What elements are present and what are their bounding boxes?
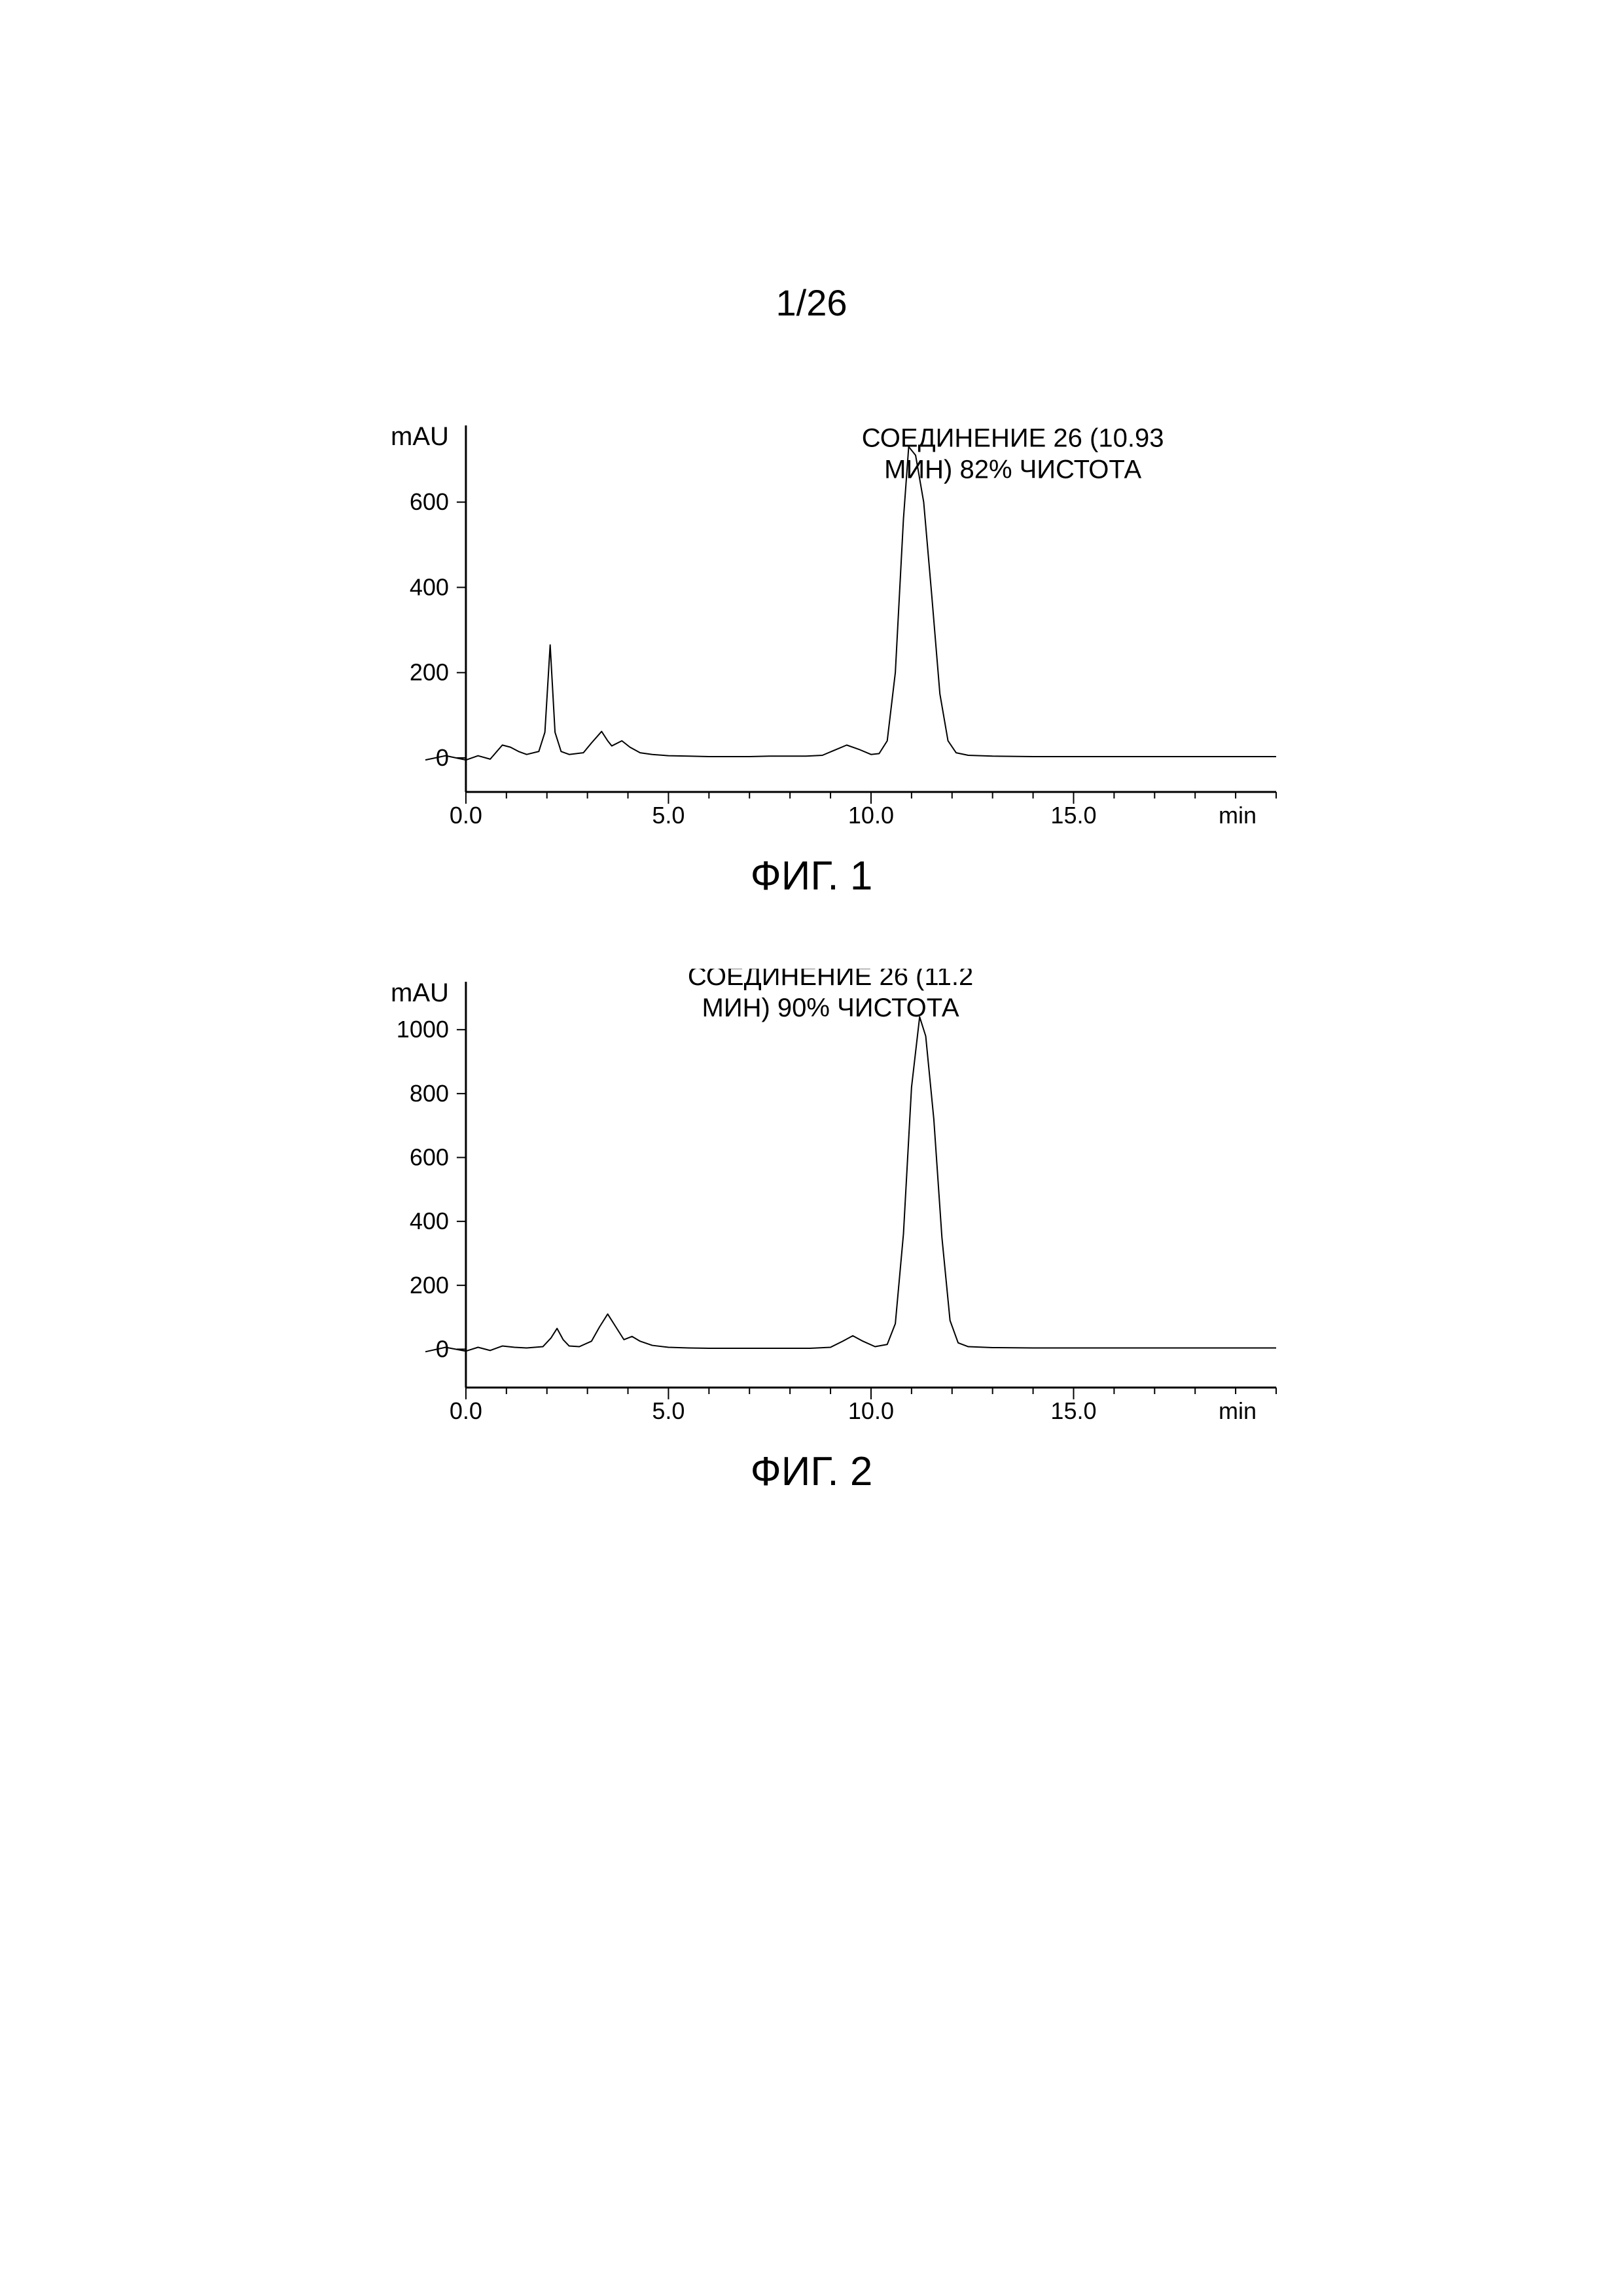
peak-annotation: МИН) 82% ЧИСТОТА: [884, 456, 1141, 484]
y-tick-label: 200: [410, 1272, 449, 1299]
y-axis-label: mAU: [391, 422, 449, 451]
y-tick-label: 400: [410, 573, 449, 600]
y-tick-label: 800: [410, 1080, 449, 1107]
x-tick-label: 15.0: [1050, 1397, 1096, 1424]
x-axis-label: min: [1219, 802, 1257, 829]
y-tick-label: 400: [410, 1208, 449, 1234]
y-tick-label: 200: [410, 659, 449, 686]
chart-1-svg: 0.05.010.015.0min0200400600mAUСОЕДИНЕНИЕ…: [327, 412, 1296, 844]
figure-1: 0.05.010.015.0min0200400600mAUСОЕДИНЕНИЕ…: [327, 412, 1296, 899]
x-tick-label: 5.0: [652, 1397, 685, 1424]
chart-2-svg: 0.05.010.015.0min02004006008001000mAUСОЕ…: [327, 969, 1296, 1440]
y-axis-label: mAU: [391, 978, 449, 1007]
page-number: 1/26: [0, 281, 1623, 324]
chromatogram-trace: [425, 1017, 1276, 1352]
page: 1/26 0.05.010.015.0min0200400600mAUСОЕДИ…: [0, 0, 1623, 2296]
x-axis-label: min: [1219, 1397, 1257, 1424]
y-tick-label: 1000: [397, 1016, 449, 1043]
x-tick-label: 15.0: [1050, 802, 1096, 829]
y-tick-label: 600: [410, 1144, 449, 1171]
figure-2: 0.05.010.015.0min02004006008001000mAUСОЕ…: [327, 969, 1296, 1495]
peak-annotation: СОЕДИНЕНИЕ 26 (10.93: [862, 424, 1164, 453]
x-tick-label: 0.0: [450, 1397, 482, 1424]
chromatogram-trace: [425, 447, 1276, 761]
x-tick-label: 10.0: [848, 1397, 894, 1424]
figure-1-caption: ФИГ. 1: [327, 853, 1296, 899]
x-tick-label: 5.0: [652, 802, 685, 829]
figure-2-caption: ФИГ. 2: [327, 1448, 1296, 1495]
peak-annotation: МИН) 90% ЧИСТОТА: [702, 994, 959, 1022]
y-tick-label: 600: [410, 488, 449, 515]
peak-annotation: СОЕДИНЕНИЕ 26 (11.2: [688, 969, 973, 991]
x-tick-label: 10.0: [848, 802, 894, 829]
x-tick-label: 0.0: [450, 802, 482, 829]
